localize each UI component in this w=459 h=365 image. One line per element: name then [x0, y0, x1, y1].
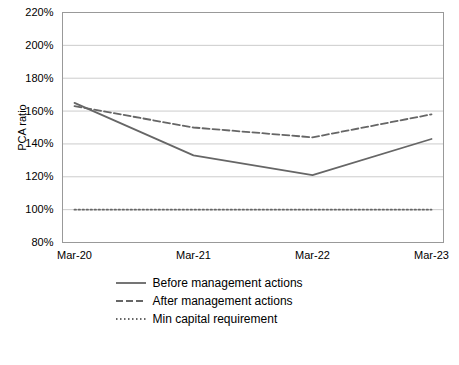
svg-text:Mar-23: Mar-23 — [414, 249, 449, 261]
svg-text:180%: 180% — [25, 72, 53, 84]
svg-text:200%: 200% — [25, 39, 53, 51]
svg-text:80%: 80% — [31, 236, 53, 248]
svg-text:100%: 100% — [25, 203, 53, 215]
svg-text:Mar-21: Mar-21 — [176, 249, 211, 261]
svg-text:220%: 220% — [25, 6, 53, 18]
svg-text:Mar-20: Mar-20 — [57, 249, 92, 261]
html-text:Min capital requirement: Min capital requirement — [152, 312, 278, 326]
svg-text:PCA ratio: PCA ratio — [16, 104, 28, 150]
svg-text:120%: 120% — [25, 170, 53, 182]
svg-text:140%: 140% — [25, 137, 53, 149]
svg-text:160%: 160% — [25, 105, 53, 117]
html-text:Before management actions: Before management actions — [152, 276, 303, 290]
svg-text:Mar-22: Mar-22 — [295, 249, 330, 261]
html-text:After management actions: After management actions — [152, 294, 293, 308]
